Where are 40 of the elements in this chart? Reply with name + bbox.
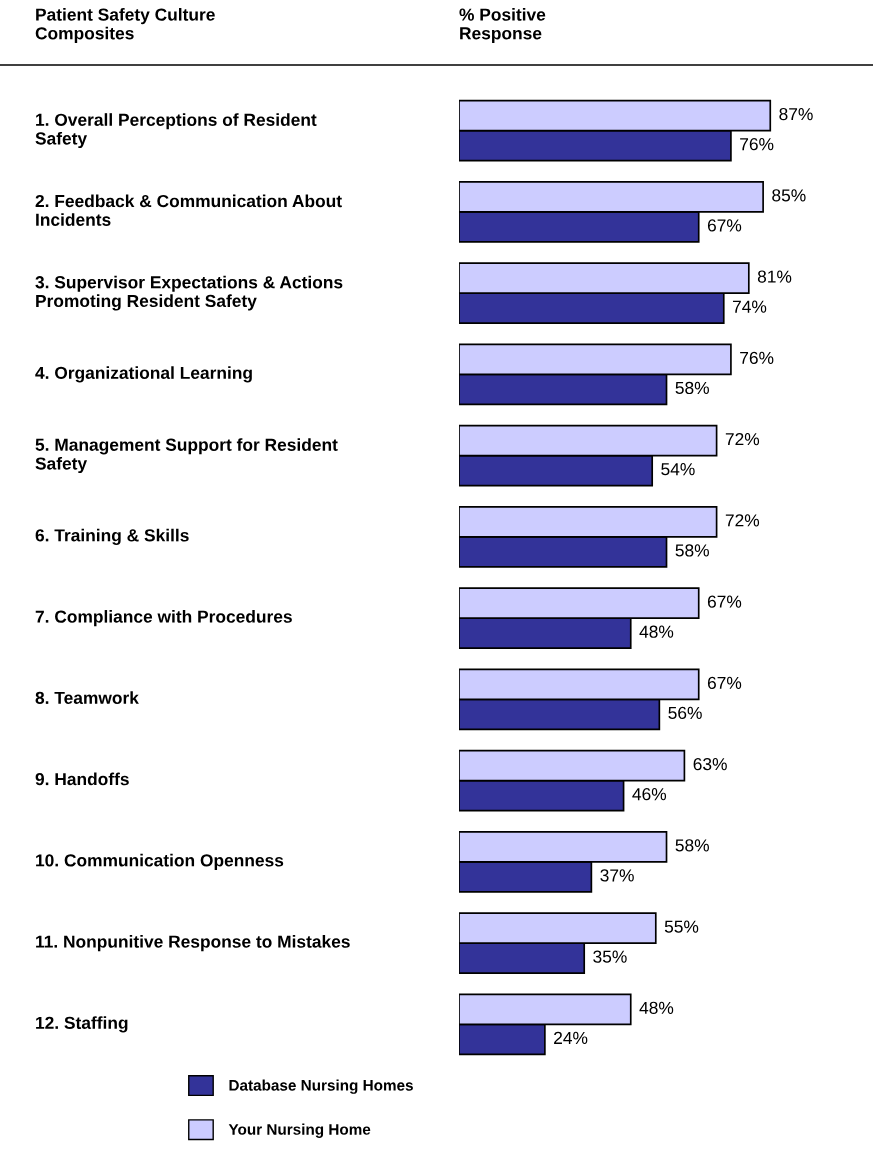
data-label: 46% [632, 788, 667, 801]
data-label: 74% [732, 300, 767, 313]
legend-label: Your Nursing Home [228, 1123, 371, 1138]
data-label: 55% [664, 920, 699, 933]
data-label: 24% [554, 1031, 588, 1044]
data-label: 58% [675, 544, 709, 557]
y-tick-label: 4. Organizational Learning [35, 366, 252, 383]
data-label: 54% [661, 463, 695, 476]
y-tick-label: 7. Compliance with Procedures [35, 610, 292, 627]
y-tick-label: 12. Staffing [36, 1016, 128, 1033]
y-tick-label: 6. Training & Skills [35, 528, 189, 545]
data-label: 58% [675, 839, 709, 852]
data-label: 85% [772, 189, 806, 202]
y-tick-label: 10. Communication Openness [36, 853, 284, 870]
y-tick-label: 5. Management Support for Resident Safety [35, 438, 338, 474]
data-label: 81% [757, 270, 792, 283]
data-label: 37% [600, 869, 634, 882]
data-label: 48% [639, 625, 674, 638]
y-tick-label: 2. Feedback & Communication About Incidents [35, 194, 342, 226]
data-label: 72% [725, 514, 760, 527]
y-tick-label: 3. Supervisor Expectations & Actions Promoting Resident Safety [35, 275, 343, 311]
data-label: 63% [693, 757, 727, 771]
legend-label: Database Nursing Homes [229, 1079, 413, 1094]
data-label: 72% [725, 432, 760, 446]
x-axis-title: % Positive Response [459, 8, 546, 43]
data-label: 87% [779, 107, 813, 121]
data-label: 58% [675, 381, 709, 395]
y-tick-label: 11. Nonpunitive Response to Mistakes [36, 935, 350, 952]
y-tick-label: 1. Overall Perceptions of Resident Safety [35, 113, 317, 149]
y-tick-label: 9. Handoffs [35, 772, 129, 786]
text: Patient Safety Culture Composites [35, 8, 215, 43]
data-label: 67% [707, 219, 742, 232]
data-label: 56% [668, 706, 702, 720]
data-label: 76% [740, 138, 774, 151]
data-label: 67% [707, 676, 742, 689]
data-label: 35% [593, 950, 627, 963]
data-label: 76% [740, 351, 774, 364]
data-label: 48% [639, 1001, 674, 1014]
data-label: 67% [707, 595, 742, 608]
y-tick-label: 8. Teamwork [35, 691, 139, 705]
